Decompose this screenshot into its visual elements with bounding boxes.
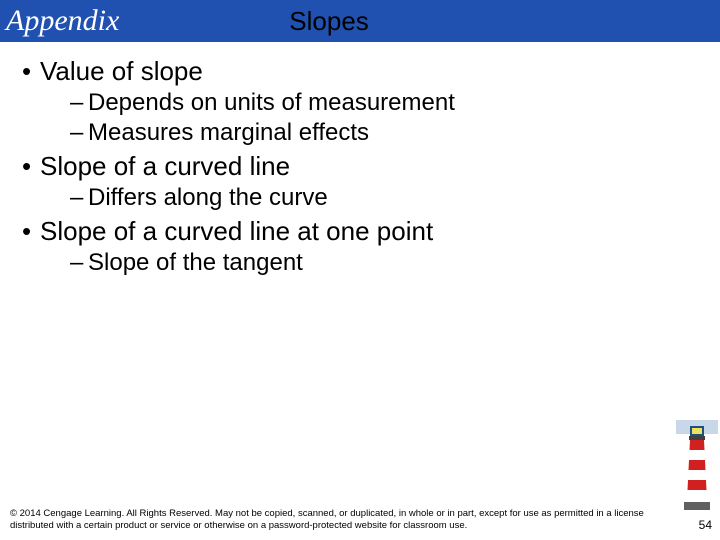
slide-content: Value of slope Depends on units of measu… [0, 42, 720, 277]
lighthouse-icon [676, 420, 718, 510]
slide-title: Slopes [289, 6, 369, 37]
copyright-footer: © 2014 Cengage Learning. All Rights Rese… [10, 508, 670, 532]
page-number: 54 [699, 518, 712, 532]
bullet-item: Differs along the curve [18, 184, 702, 212]
bullet-item: Measures marginal effects [18, 119, 702, 147]
bullet-item: Value of slope [18, 56, 702, 87]
bullet-item: Slope of a curved line [18, 151, 702, 182]
appendix-label: Appendix [6, 4, 119, 38]
slide-header: Appendix Slopes [0, 0, 720, 42]
bullet-item: Depends on units of measurement [18, 89, 702, 117]
bullet-item: Slope of the tangent [18, 249, 702, 277]
bullet-item: Slope of a curved line at one point [18, 216, 702, 247]
